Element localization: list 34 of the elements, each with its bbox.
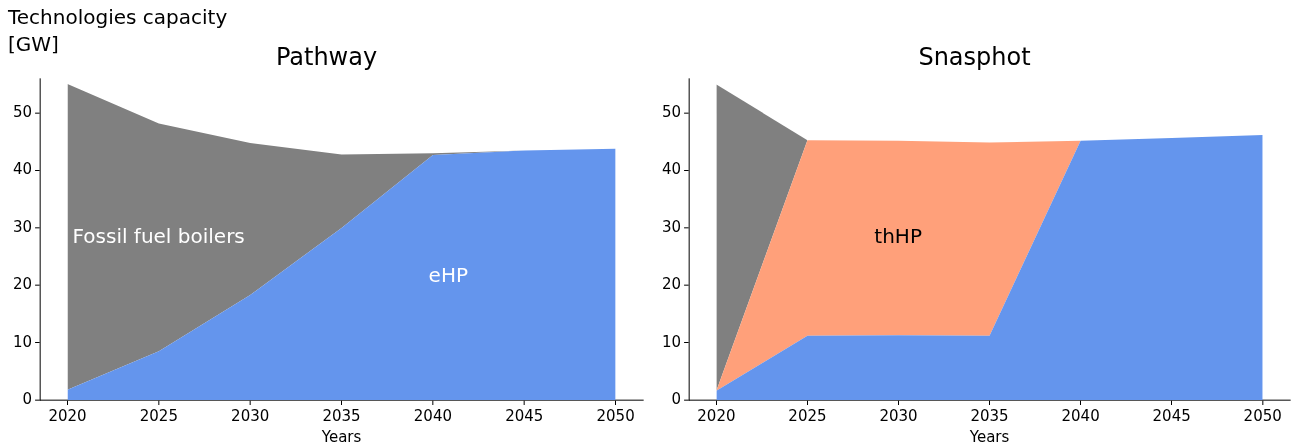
y-tick-label: 40	[12, 160, 33, 179]
x-tick-label: 2020	[697, 406, 736, 425]
y-tick-label: 20	[661, 275, 682, 294]
y-axis-title: Technologies capacity [GW]	[8, 4, 228, 58]
y-tick-label: 50	[12, 103, 33, 122]
y-tick-label: 10	[12, 332, 33, 351]
chart-title: Snasphot	[918, 42, 1031, 71]
y-tick-label: 30	[12, 217, 33, 236]
x-axis-title: Years	[320, 427, 362, 446]
chart-title: Pathway	[275, 42, 378, 71]
series-label: thHP	[874, 224, 922, 249]
series-label: eHP	[428, 263, 468, 288]
x-tick-label: 2045	[505, 406, 544, 425]
y-tick-label: 10	[661, 332, 682, 351]
x-tick-label: 2025	[139, 406, 178, 425]
y-tick-label: 30	[661, 217, 682, 236]
x-tick-label: 2030	[231, 406, 270, 425]
x-tick-label: 2035	[970, 406, 1009, 425]
y-tick-label: 50	[661, 103, 682, 122]
x-tick-label: 2050	[1243, 406, 1282, 425]
y-tick-label: 0	[22, 389, 33, 408]
series-label: Fossil fuel boilers	[72, 223, 245, 248]
y-tick-label: 0	[671, 389, 682, 408]
y-tick-label: 20	[12, 275, 33, 294]
x-tick-label: 2035	[322, 406, 361, 425]
x-tick-label: 2025	[788, 406, 827, 425]
y-tick-label: 40	[661, 160, 682, 179]
x-tick-label: 2040	[413, 406, 452, 425]
x-tick-label: 2045	[1152, 406, 1191, 425]
x-tick-label: 2050	[596, 406, 635, 425]
x-axis-title: Years	[968, 427, 1010, 446]
x-tick-label: 2020	[48, 406, 87, 425]
x-tick-label: 2030	[879, 406, 918, 425]
x-tick-label: 2040	[1061, 406, 1100, 425]
